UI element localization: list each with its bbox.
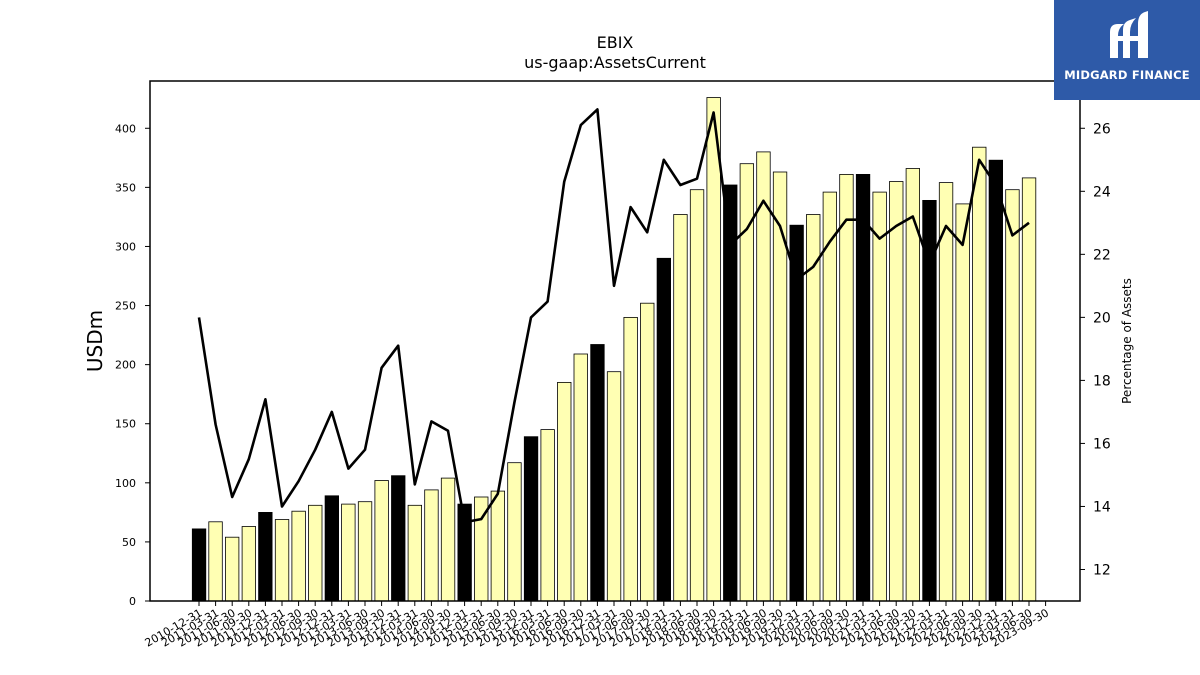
bar-2022-06-30 bbox=[955, 203, 970, 602]
bar-group bbox=[191, 97, 1037, 602]
bar-2013-03-31 bbox=[341, 503, 356, 602]
line-layer bbox=[197, 108, 1030, 524]
bar-2013-06-30 bbox=[357, 501, 373, 602]
bar-2012-12-31 bbox=[324, 495, 340, 602]
bar-2018-09-30 bbox=[706, 97, 721, 602]
bar-2016-03-31 bbox=[540, 429, 555, 602]
y-axis: 0 50 100 150 200 250 300 350 400 bbox=[115, 122, 150, 608]
bar-2020-06-30 bbox=[822, 191, 837, 602]
bar-2018-12-31 bbox=[723, 184, 738, 602]
brand-name: MIDGARD FINANCE bbox=[1064, 68, 1190, 82]
bar-2015-06-30 bbox=[490, 490, 506, 602]
bar-2019-12-31 bbox=[789, 224, 804, 602]
bar-2013-12-31 bbox=[391, 475, 406, 602]
bar-2022-09-30 bbox=[972, 146, 987, 602]
bar-2014-06-30 bbox=[424, 489, 439, 602]
bar-2022-03-31 bbox=[938, 182, 954, 602]
bar-2012-06-30 bbox=[291, 510, 306, 602]
y2-tick-label: 26 bbox=[1093, 121, 1111, 137]
bar-2011-06-30 bbox=[224, 536, 240, 602]
bar-2010-12-31 bbox=[191, 528, 207, 602]
y-tick-label: 150 bbox=[115, 418, 136, 431]
chart-title: EBIX bbox=[597, 33, 634, 52]
bar-2011-09-30 bbox=[241, 526, 257, 602]
bar-2017-06-30 bbox=[623, 316, 638, 602]
bar-2020-12-31 bbox=[855, 173, 871, 602]
bar-2022-12-31 bbox=[988, 159, 1003, 602]
bar-2016-09-30 bbox=[573, 353, 588, 602]
bar-2012-09-30 bbox=[308, 504, 323, 602]
y-tick-label: 0 bbox=[129, 595, 136, 608]
y-tick-label: 200 bbox=[115, 359, 136, 372]
bar-2021-06-30 bbox=[889, 181, 904, 602]
y2-tick-label: 22 bbox=[1093, 247, 1111, 263]
y-tick-label: 50 bbox=[122, 536, 136, 549]
x-axis: 2010-12-312011-03-312011-06-302011-09-30… bbox=[143, 601, 1051, 650]
bar-2020-03-31 bbox=[806, 214, 821, 602]
plot-frame bbox=[149, 80, 1081, 602]
bar-2017-09-30 bbox=[640, 302, 655, 602]
bar-2019-06-30 bbox=[756, 151, 771, 602]
bar-2016-06-30 bbox=[557, 381, 572, 602]
midgard-logo-icon bbox=[1110, 11, 1148, 58]
y-axis-label: USDm bbox=[83, 310, 107, 372]
y2-axis: 12 14 16 18 20 22 24 26 bbox=[1080, 121, 1111, 578]
bar-2018-03-31 bbox=[673, 214, 688, 602]
bar-2011-12-31 bbox=[258, 512, 273, 602]
bar-2011-03-31 bbox=[208, 521, 223, 602]
bar-2023-03-31 bbox=[1005, 189, 1020, 602]
chart-subtitle: us-gaap:AssetsCurrent bbox=[524, 53, 706, 72]
y2-tick-label: 12 bbox=[1093, 562, 1111, 578]
y2-tick-label: 18 bbox=[1093, 373, 1111, 389]
bar-2014-09-30 bbox=[440, 477, 456, 602]
y2-tick-label: 16 bbox=[1093, 436, 1111, 452]
y2-axis-label: Percentage of Assets bbox=[1120, 278, 1134, 404]
bar-2020-09-30 bbox=[839, 173, 854, 602]
bar-2017-12-31 bbox=[656, 257, 671, 602]
y-tick-label: 350 bbox=[115, 181, 136, 194]
bar-2013-09-30 bbox=[374, 480, 389, 602]
bar-2023-06-30 bbox=[1021, 177, 1037, 602]
bar-2018-06-30 bbox=[689, 189, 705, 602]
bar-2016-12-31 bbox=[590, 344, 605, 602]
percentage-line bbox=[197, 108, 1030, 524]
bar-2015-12-31 bbox=[523, 436, 539, 602]
bar-2012-03-31 bbox=[274, 519, 290, 602]
y2-tick-label: 14 bbox=[1093, 499, 1111, 515]
y2-tick-label: 24 bbox=[1093, 184, 1111, 200]
brand-logo: MIDGARD FINANCE bbox=[1054, 0, 1200, 100]
y-tick-label: 250 bbox=[115, 300, 136, 313]
bar-2019-09-30 bbox=[772, 171, 788, 602]
bar-2014-03-31 bbox=[407, 504, 423, 602]
y-tick-label: 300 bbox=[115, 240, 136, 253]
y-tick-label: 400 bbox=[115, 122, 136, 135]
bar-2021-03-31 bbox=[872, 191, 887, 602]
y2-tick-label: 20 bbox=[1093, 310, 1111, 326]
bar-2015-09-30 bbox=[507, 462, 522, 602]
bar-2017-03-31 bbox=[606, 371, 622, 602]
y-tick-label: 100 bbox=[115, 477, 136, 490]
